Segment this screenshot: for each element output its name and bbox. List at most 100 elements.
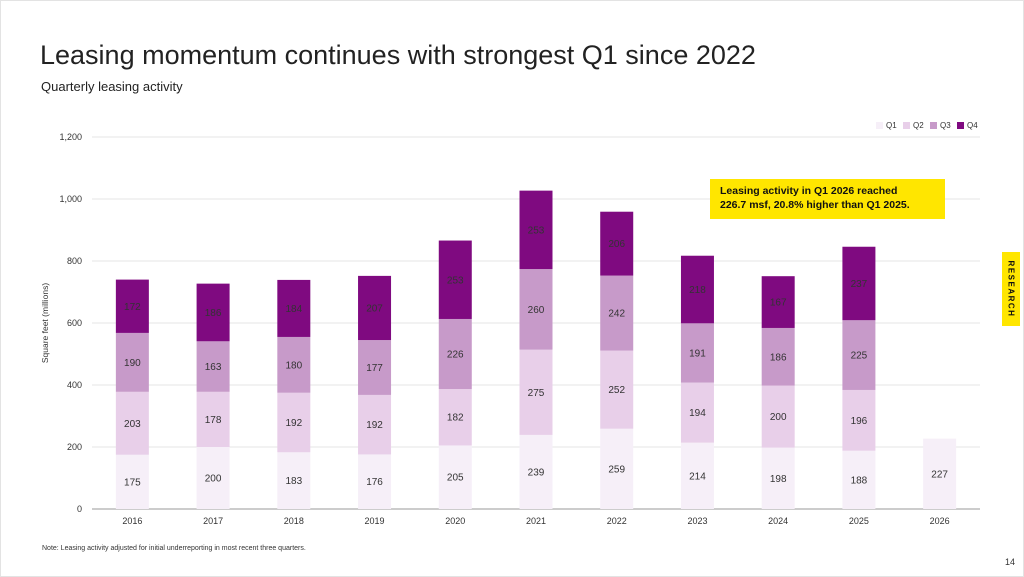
bar-segment-q1 xyxy=(761,447,795,509)
bar-segment-q2 xyxy=(519,349,553,435)
bar-segment-q4 xyxy=(196,283,230,342)
bar-segment-q1 xyxy=(277,452,311,509)
bar-segment-q1 xyxy=(438,445,472,509)
y-tick-label: 1,200 xyxy=(59,132,82,142)
bar-value-label: 259 xyxy=(608,464,625,475)
bar-value-label: 198 xyxy=(770,474,787,485)
y-tick-label: 400 xyxy=(67,380,82,390)
bar-value-label: 252 xyxy=(608,385,625,396)
x-tick-label: 2019 xyxy=(365,516,385,526)
bar-value-label: 203 xyxy=(124,419,141,430)
bar-value-label: 214 xyxy=(689,471,706,482)
bar-segment-q3 xyxy=(277,336,311,393)
bar-segment-q3 xyxy=(761,327,795,386)
bar-segment-q3 xyxy=(115,332,149,392)
bar-value-label: 184 xyxy=(285,304,302,315)
x-tick-label: 2020 xyxy=(445,516,465,526)
page-subtitle: Quarterly leasing activity xyxy=(41,79,183,94)
bar-segment-q3 xyxy=(196,341,230,392)
x-tick-label: 2017 xyxy=(203,516,223,526)
legend-label: Q1 xyxy=(886,121,897,130)
bar-segment-q1 xyxy=(196,447,230,509)
legend-swatch xyxy=(876,122,883,129)
bar-value-label: 172 xyxy=(124,302,141,313)
bar-segment-q4 xyxy=(842,246,876,321)
x-tick-label: 2024 xyxy=(768,516,788,526)
bar-value-label: 253 xyxy=(447,275,464,286)
bar-value-label: 177 xyxy=(366,363,383,374)
bar-segment-q4 xyxy=(761,276,795,328)
bar-segment-q4 xyxy=(115,279,149,333)
callout-line-1: Leasing activity in Q1 2026 reached xyxy=(720,185,898,197)
bar-value-label: 180 xyxy=(285,360,302,371)
bar-value-label: 182 xyxy=(447,413,464,424)
bar-value-label: 192 xyxy=(285,418,302,429)
bar-segment-q4 xyxy=(680,255,714,324)
research-tab[interactable]: RESEARCH xyxy=(1002,252,1020,326)
legend-swatch xyxy=(957,122,964,129)
legend-swatch xyxy=(930,122,937,129)
bar-value-label: 227 xyxy=(931,469,948,480)
bar-value-label: 226 xyxy=(447,350,464,361)
bar-segment-q4 xyxy=(438,240,472,319)
y-axis-label: Square feet (millions) xyxy=(40,283,50,363)
bar-segment-q3 xyxy=(600,275,634,351)
x-tick-label: 2021 xyxy=(526,516,546,526)
bar-segment-q2 xyxy=(196,391,230,447)
bar-segment-q1 xyxy=(680,442,714,509)
x-tick-label: 2018 xyxy=(284,516,304,526)
bar-value-label: 167 xyxy=(770,298,787,309)
bar-value-label: 163 xyxy=(205,362,222,373)
x-tick-label: 2025 xyxy=(849,516,869,526)
bar-segment-q1 xyxy=(600,428,634,509)
bar-segment-q2 xyxy=(358,394,392,455)
page-title: Leasing momentum continues with stronges… xyxy=(40,40,756,70)
bar-value-label: 196 xyxy=(851,416,868,427)
bar-segment-q4 xyxy=(519,190,553,270)
bar-value-label: 186 xyxy=(205,308,222,319)
bar-value-label: 225 xyxy=(851,351,868,362)
bar-value-label: 205 xyxy=(447,473,464,484)
bar-segment-q2 xyxy=(680,382,714,443)
y-tick-label: 600 xyxy=(67,318,82,328)
bar-segment-q3 xyxy=(519,269,553,350)
research-tab-label: RESEARCH xyxy=(1006,260,1016,318)
bar-value-label: 192 xyxy=(366,420,383,431)
bar-value-label: 175 xyxy=(124,477,141,488)
x-tick-label: 2026 xyxy=(930,516,950,526)
bar-segment-q1 xyxy=(842,450,876,509)
bar-value-label: 183 xyxy=(285,476,302,487)
bar-value-label: 178 xyxy=(205,415,222,426)
bar-segment-q1 xyxy=(519,434,553,509)
bar-value-label: 218 xyxy=(689,285,706,296)
bar-segment-q2 xyxy=(761,385,795,448)
bar-segment-q4 xyxy=(277,279,311,337)
bar-value-label: 176 xyxy=(366,477,383,488)
footnote: Note: Leasing activity adjusted for init… xyxy=(42,545,306,552)
bar-segment-q3 xyxy=(842,320,876,390)
legend-label: Q3 xyxy=(940,121,951,130)
x-tick-label: 2016 xyxy=(122,516,142,526)
page-number: 14 xyxy=(1004,557,1015,567)
bar-value-label: 188 xyxy=(851,475,868,486)
bar-value-label: 194 xyxy=(689,408,706,419)
bar-value-label: 275 xyxy=(528,388,545,399)
bar-segment-q3 xyxy=(358,340,392,395)
x-tick-label: 2022 xyxy=(607,516,627,526)
bar-segment-q1 xyxy=(358,454,392,509)
bar-segment-q2 xyxy=(438,389,472,446)
bar-segment-q2 xyxy=(600,350,634,429)
callout-box: Leasing activity in Q1 2026 reached 226.… xyxy=(710,179,945,219)
bar-value-label: 239 xyxy=(528,467,545,478)
y-tick-label: 0 xyxy=(77,504,82,514)
legend-label: Q2 xyxy=(913,121,924,130)
x-tick-label: 2023 xyxy=(687,516,707,526)
bar-value-label: 237 xyxy=(851,279,868,290)
bar-value-label: 200 xyxy=(205,474,222,485)
y-tick-label: 800 xyxy=(67,256,82,266)
bar-value-label: 191 xyxy=(689,348,706,359)
legend-swatch xyxy=(903,122,910,129)
legend-label: Q4 xyxy=(967,121,978,130)
y-tick-label: 200 xyxy=(67,442,82,452)
